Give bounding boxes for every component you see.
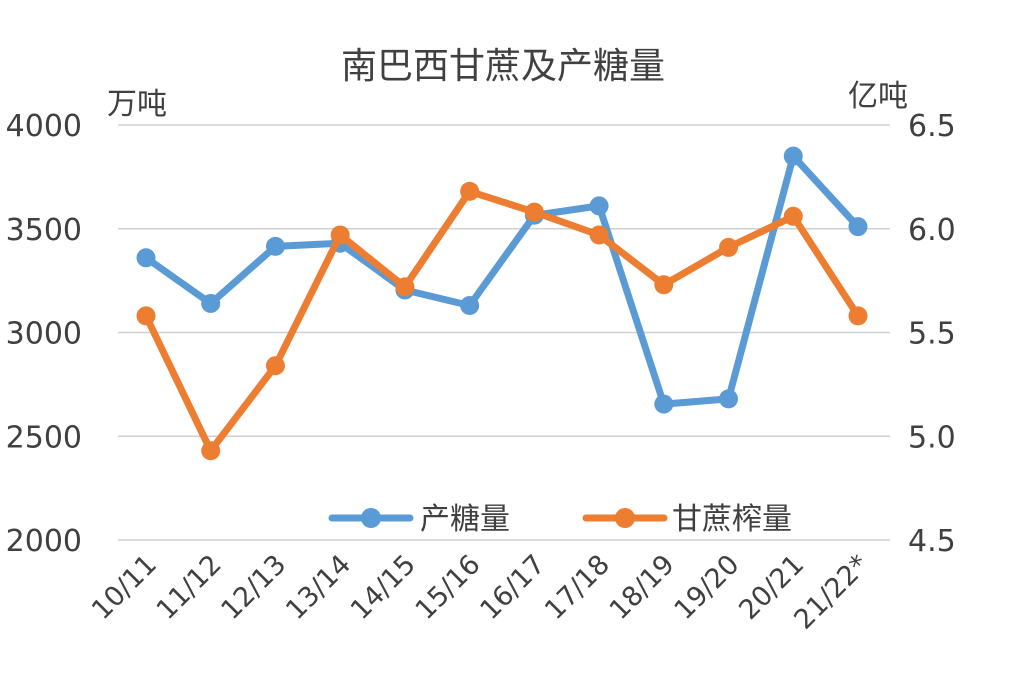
right-axis-unit: 亿吨	[848, 79, 908, 114]
x-tick-label: 15/16	[410, 549, 487, 626]
series-2	[136, 181, 868, 461]
right-tick-label: 6.0	[908, 213, 956, 248]
data-point	[589, 196, 609, 216]
x-axis-ticks: 10/1111/1212/1313/1414/1515/1616/1717/18…	[86, 549, 875, 635]
left-tick-label: 3500	[6, 213, 82, 248]
legend-swatch-marker	[361, 508, 381, 528]
legend-entry: 甘蔗榨量	[582, 502, 792, 537]
legend: 产糖量 甘蔗榨量	[328, 502, 792, 537]
left-tick-label: 2000	[6, 524, 82, 559]
left-tick-label: 4000	[6, 109, 82, 144]
right-axis-ticks: 6.5 6.0 5.5 5.0 4.5	[908, 109, 956, 559]
right-tick-label: 5.0	[908, 420, 956, 455]
legend-swatch-marker	[615, 508, 635, 528]
data-point	[460, 296, 480, 316]
data-point	[136, 248, 156, 268]
data-point	[654, 394, 674, 414]
left-axis-unit: 万吨	[107, 87, 167, 122]
data-point	[201, 441, 221, 461]
data-point	[265, 236, 285, 256]
data-point	[783, 206, 803, 226]
data-point	[265, 356, 285, 376]
right-tick-label: 4.5	[908, 524, 956, 559]
x-tick-label: 11/12	[151, 549, 228, 626]
x-tick-label: 18/19	[604, 549, 681, 626]
data-point	[330, 225, 350, 245]
left-axis-ticks: 4000 3500 3000 2500 2000	[6, 109, 82, 559]
series-line	[142, 187, 862, 455]
x-tick-label: 21/22*	[788, 549, 874, 635]
left-tick-label: 2500	[6, 420, 82, 455]
data-point	[395, 277, 415, 297]
chart-title: 南巴西甘蔗及产糖量	[341, 46, 665, 87]
data-point	[783, 146, 803, 166]
right-tick-label: 5.5	[908, 317, 956, 352]
series-line	[142, 152, 862, 408]
data-point	[719, 237, 739, 257]
x-tick-label: 13/14	[280, 549, 357, 626]
x-tick-label: 12/13	[215, 549, 292, 626]
x-tick-label: 10/11	[86, 549, 163, 626]
data-point	[848, 306, 868, 326]
series-layer	[136, 146, 868, 461]
data-point	[848, 217, 868, 237]
series-1	[136, 146, 868, 414]
x-tick-label: 14/15	[345, 549, 422, 626]
x-tick-label: 19/20	[669, 549, 746, 626]
data-point	[589, 225, 609, 245]
x-tick-label: 17/18	[539, 549, 616, 626]
legend-entry: 产糖量	[328, 502, 510, 537]
data-point	[136, 306, 156, 326]
data-point	[460, 181, 480, 201]
left-tick-label: 3000	[6, 317, 82, 352]
data-point	[201, 293, 221, 313]
legend-label: 产糖量	[420, 502, 510, 537]
data-point	[719, 389, 739, 409]
data-point	[524, 202, 544, 222]
gridlines	[118, 124, 890, 541]
legend-label: 甘蔗榨量	[672, 502, 792, 537]
right-tick-label: 6.5	[908, 109, 956, 144]
x-tick-label: 16/17	[474, 549, 551, 626]
data-point	[654, 275, 674, 295]
